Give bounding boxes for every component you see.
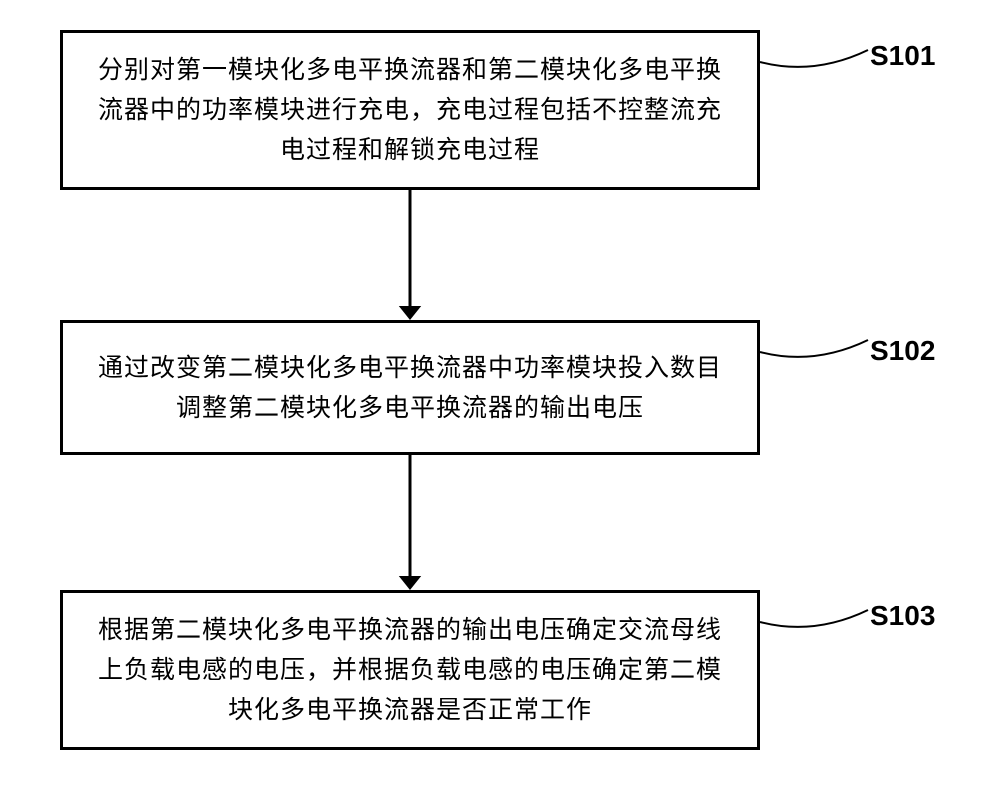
flow-arrow-1	[392, 451, 428, 594]
flow-step-s101: 分别对第一模块化多电平换流器和第二模块化多电平换流器中的功率模块进行充电，充电过…	[60, 30, 760, 190]
leader-line-s103	[740, 590, 888, 642]
leader-line-s102	[740, 320, 888, 372]
flow-step-s102: 通过改变第二模块化多电平换流器中功率模块投入数目调整第二模块化多电平换流器的输出…	[60, 320, 760, 455]
flow-step-label-s102: S102	[870, 335, 935, 367]
flow-arrow-0	[392, 186, 428, 324]
flow-step-text: 分别对第一模块化多电平换流器和第二模块化多电平换流器中的功率模块进行充电，充电过…	[87, 50, 733, 170]
flow-step-text: 通过改变第二模块化多电平换流器中功率模块投入数目调整第二模块化多电平换流器的输出…	[87, 348, 733, 428]
flow-step-text: 根据第二模块化多电平换流器的输出电压确定交流母线上负载电感的电压，并根据负载电感…	[87, 610, 733, 730]
leader-line-s101	[740, 30, 888, 82]
flow-step-label-s103: S103	[870, 600, 935, 632]
flow-step-s103: 根据第二模块化多电平换流器的输出电压确定交流母线上负载电感的电压，并根据负载电感…	[60, 590, 760, 750]
flow-step-label-s101: S101	[870, 40, 935, 72]
